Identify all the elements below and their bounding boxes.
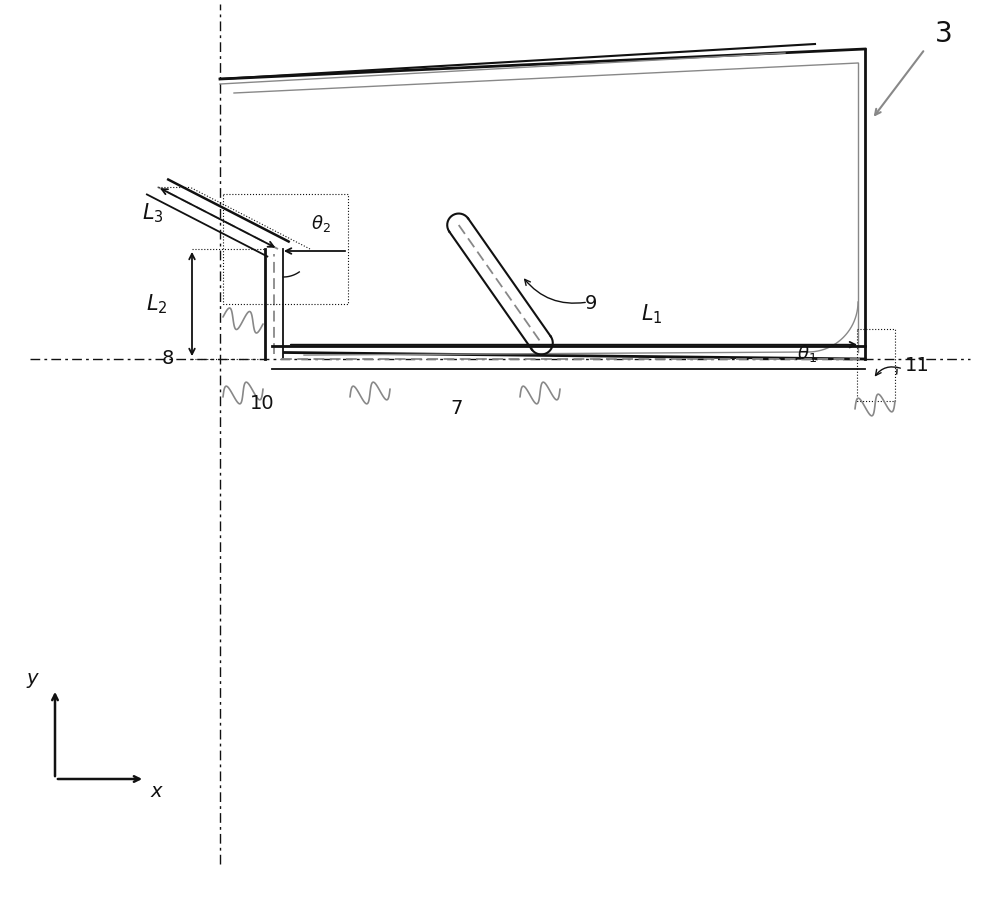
Text: 11: 11 [905,356,930,375]
Text: 10: 10 [250,394,275,413]
Text: $y$: $y$ [26,671,40,690]
Text: $\theta_1$: $\theta_1$ [797,344,817,365]
Text: $L_2$: $L_2$ [146,292,168,316]
Text: $L_3$: $L_3$ [142,201,164,225]
Text: 3: 3 [935,20,953,48]
Text: $x$: $x$ [150,782,164,801]
Text: 8: 8 [162,349,174,368]
Text: 9: 9 [585,294,597,313]
Text: 7: 7 [450,399,462,418]
Text: $\theta_2$: $\theta_2$ [311,213,331,234]
Text: $L_1$: $L_1$ [641,303,662,325]
